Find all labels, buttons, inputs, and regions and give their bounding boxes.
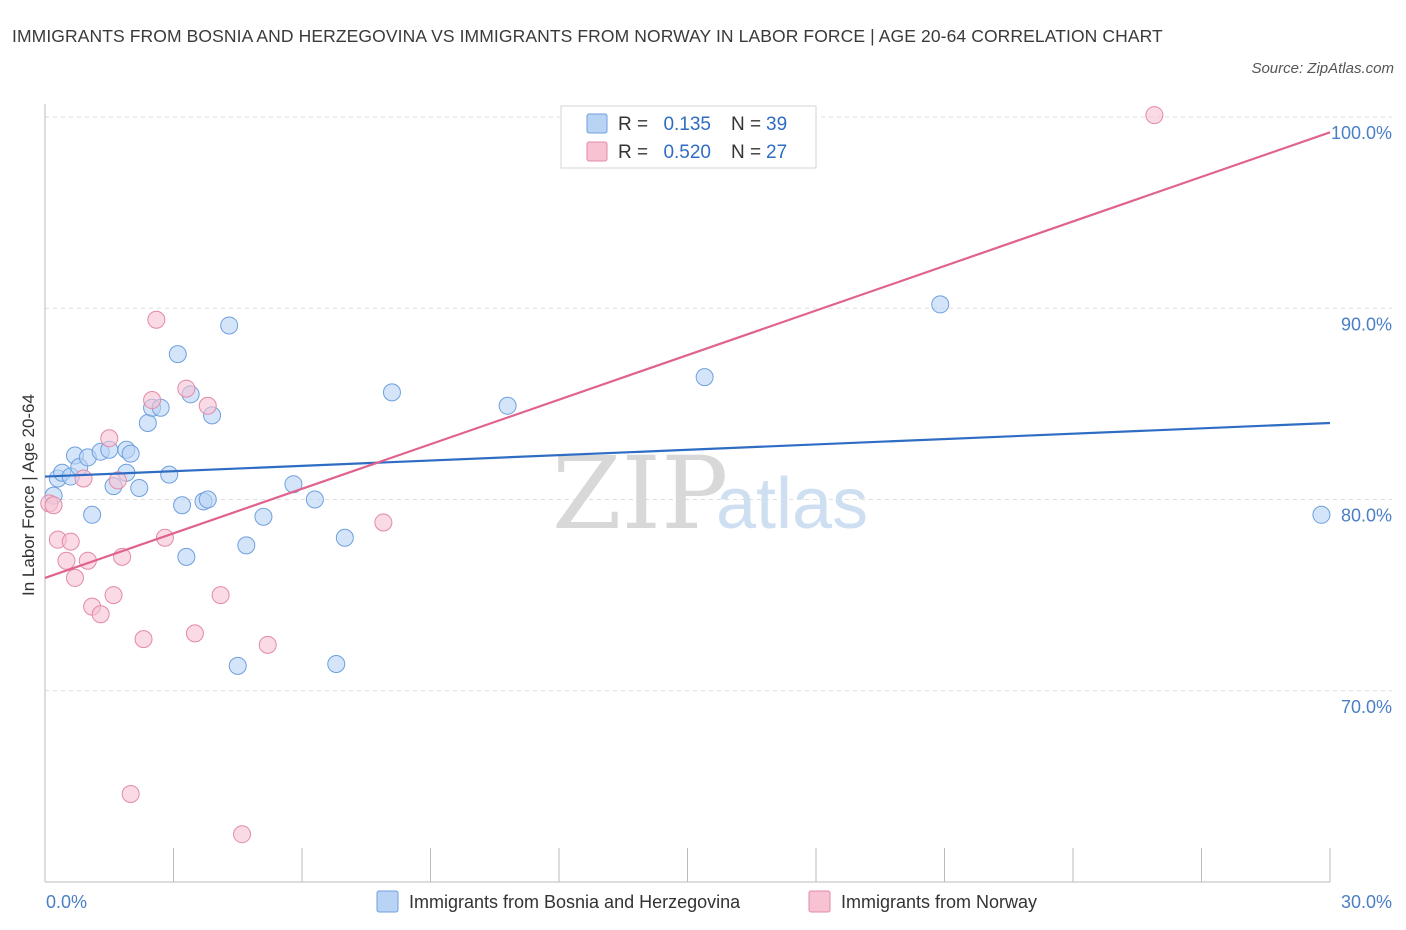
bottom-legend-swatch-bosnia [376, 890, 399, 913]
bosnia-point-37 [1312, 505, 1331, 524]
bosnia-point-25 [220, 316, 239, 335]
norway-point-9 [91, 605, 110, 624]
norway-point-25 [374, 513, 393, 532]
watermark-atlas: atlas [716, 464, 868, 544]
norway-point-6 [74, 469, 93, 488]
bosnia-point-17 [160, 465, 179, 484]
bosnia-point-32 [335, 528, 354, 547]
legend-r-value-norway: 0.520 [663, 142, 711, 163]
norway-point-24 [258, 635, 277, 654]
legend-r-label-bosnia: R = [618, 114, 648, 135]
bosnia-point-35 [695, 368, 714, 387]
bosnia-point-34 [498, 396, 517, 415]
norway-point-26 [1145, 106, 1164, 125]
bottom-legend: Immigrants from Bosnia and Herzegovina I… [376, 890, 1037, 913]
norway-point-12 [108, 471, 127, 490]
legend-n-value-norway: 27 [766, 142, 787, 163]
chart-title: IMMIGRANTS FROM BOSNIA AND HERZEGOVINA V… [12, 26, 1163, 46]
norway-point-22 [211, 586, 230, 605]
bosnia-point-7 [83, 505, 102, 524]
legend-n-label-bosnia: N = [731, 114, 761, 135]
norway-point-23 [233, 825, 252, 844]
norway-point-4 [61, 532, 80, 551]
norway-point-21 [198, 396, 217, 415]
bosnia-point-38 [121, 444, 140, 463]
norway-point-17 [147, 310, 166, 329]
legend-swatch-bosnia [586, 113, 608, 134]
bosnia-point-13 [130, 479, 149, 498]
norway-point-5 [65, 568, 84, 587]
data-points [40, 106, 1331, 844]
x-tick-labels: 0.0% 30.0% [46, 892, 1392, 912]
norway-trend-line [44, 131, 1331, 579]
bosnia-point-23 [198, 490, 217, 509]
legend-n-label-norway: N = [731, 142, 761, 163]
norway-point-19 [177, 379, 196, 398]
legend-n-value-bosnia: 39 [766, 114, 787, 135]
bosnia-point-31 [327, 654, 346, 673]
y-tick-label-3: 70.0% [1341, 697, 1392, 717]
norway-point-11 [104, 586, 123, 605]
bottom-legend-swatch-norway [808, 890, 831, 913]
bosnia-point-27 [237, 536, 256, 555]
bosnia-point-20 [177, 547, 196, 566]
norway-point-16 [143, 391, 162, 410]
x-tick-label-1: 30.0% [1341, 892, 1392, 912]
legend-r-value-bosnia: 0.135 [663, 114, 711, 135]
bosnia-trend-line [44, 421, 1331, 478]
bottom-legend-label-bosnia: Immigrants from Bosnia and Herzegovina [409, 892, 741, 912]
norway-point-1 [44, 496, 63, 515]
y-axis-label: In Labor Force | Age 20-64 [19, 394, 38, 596]
norway-point-20 [185, 624, 204, 643]
y-tick-labels: 100.0% 90.0% 80.0% 70.0% [1331, 123, 1392, 717]
norway-point-18 [155, 528, 174, 547]
bosnia-point-30 [305, 490, 324, 509]
y-tick-label-1: 90.0% [1341, 314, 1392, 334]
bosnia-point-28 [254, 507, 273, 526]
top-legend: R = 0.135 N = 39 R = 0.520 N = 27 [560, 105, 817, 169]
legend-swatch-norway [586, 141, 608, 162]
norway-point-14 [121, 785, 140, 804]
bosnia-point-19 [173, 496, 192, 515]
norway-point-10 [100, 429, 119, 448]
source-note: Source: ZipAtlas.com [1251, 60, 1394, 77]
x-tick-label-0: 0.0% [46, 892, 87, 912]
bottom-legend-label-norway: Immigrants from Norway [841, 892, 1037, 912]
bosnia-point-14 [138, 414, 157, 432]
trend-lines [44, 131, 1331, 579]
y-tick-label-0: 100.0% [1331, 123, 1392, 143]
legend-r-label-norway: R = [618, 142, 648, 163]
bosnia-point-26 [228, 656, 247, 675]
norway-point-15 [134, 630, 153, 649]
bosnia-point-36 [931, 295, 950, 314]
y-tick-label-2: 80.0% [1341, 506, 1392, 526]
bosnia-point-18 [168, 345, 187, 364]
bosnia-point-33 [382, 383, 401, 402]
norway-point-3 [57, 551, 76, 570]
grid-lines [45, 116, 1392, 692]
